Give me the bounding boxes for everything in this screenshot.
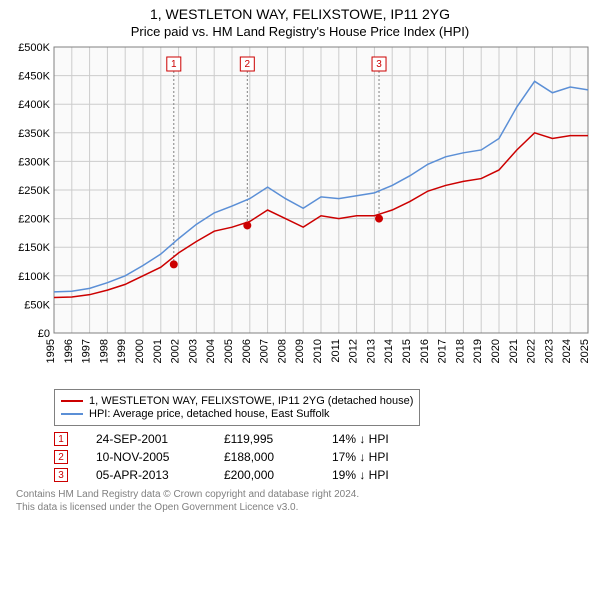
sale-index-box: 2 [54, 450, 68, 464]
chart-container: 1, WESTLETON WAY, FELIXSTOWE, IP11 2YG P… [0, 0, 600, 522]
svg-text:2024: 2024 [561, 339, 573, 363]
svg-text:2021: 2021 [508, 339, 520, 363]
svg-text:1997: 1997 [81, 339, 93, 363]
sale-diff: 17% ↓ HPI [332, 450, 422, 464]
svg-text:1: 1 [171, 59, 177, 70]
svg-text:2011: 2011 [330, 339, 342, 363]
legend-label: 1, WESTLETON WAY, FELIXSTOWE, IP11 2YG (… [89, 395, 413, 407]
legend-swatch [61, 413, 83, 415]
svg-text:£200K: £200K [18, 214, 50, 226]
legend-item: HPI: Average price, detached house, East… [61, 408, 413, 420]
svg-text:2015: 2015 [401, 339, 413, 363]
svg-text:2016: 2016 [419, 339, 431, 363]
chart-plot: £0 £50K £100K £150K £200K £250K £300K £350K £400… [8, 43, 592, 383]
legend-item: 1, WESTLETON WAY, FELIXSTOWE, IP11 2YG (… [61, 395, 413, 407]
svg-text:£100K: £100K [18, 271, 50, 283]
svg-text:£300K: £300K [18, 156, 50, 168]
svg-text:£450K: £450K [18, 71, 50, 83]
svg-text:£250K: £250K [18, 185, 50, 197]
svg-text:3: 3 [376, 59, 382, 70]
svg-text:2007: 2007 [259, 339, 271, 363]
svg-text:2012: 2012 [348, 339, 360, 363]
svg-text:2006: 2006 [241, 339, 253, 363]
svg-text:2004: 2004 [205, 339, 217, 363]
svg-text:£50K: £50K [24, 299, 50, 311]
sale-price: £119,995 [224, 432, 304, 446]
svg-text:£500K: £500K [18, 43, 50, 54]
svg-text:£0: £0 [38, 328, 50, 340]
svg-text:2002: 2002 [170, 339, 182, 363]
footnote-line: This data is licensed under the Open Gov… [16, 501, 592, 514]
svg-text:1999: 1999 [116, 339, 128, 363]
svg-text:2013: 2013 [365, 339, 377, 363]
chart-subtitle: Price paid vs. HM Land Registry's House … [8, 24, 592, 39]
sale-index-box: 1 [54, 432, 68, 446]
svg-text:2023: 2023 [543, 339, 555, 363]
sales-table: 1 24-SEP-2001 £119,995 14% ↓ HPI 2 10-NOV-200… [54, 432, 592, 482]
sale-price: £188,000 [224, 450, 304, 464]
chart-svg: £0 £50K £100K £150K £200K £250K £300K £350K £400… [8, 43, 592, 383]
svg-text:£350K: £350K [18, 128, 50, 140]
svg-text:2008: 2008 [276, 339, 288, 363]
sale-date: 05-APR-2013 [96, 468, 196, 482]
legend-swatch [61, 400, 83, 402]
svg-text:2017: 2017 [437, 339, 449, 363]
svg-text:£400K: £400K [18, 99, 50, 111]
svg-text:1996: 1996 [63, 339, 75, 363]
svg-text:2018: 2018 [454, 339, 466, 363]
svg-text:2025: 2025 [579, 339, 591, 363]
legend-label: HPI: Average price, detached house, East… [89, 408, 330, 420]
svg-text:1998: 1998 [98, 339, 110, 363]
svg-text:£150K: £150K [18, 242, 50, 254]
chart-title: 1, WESTLETON WAY, FELIXSTOWE, IP11 2YG [8, 6, 592, 22]
svg-text:2010: 2010 [312, 339, 324, 363]
sale-date: 24-SEP-2001 [96, 432, 196, 446]
sale-diff: 19% ↓ HPI [332, 468, 422, 482]
svg-text:2019: 2019 [472, 339, 484, 363]
sale-row: 2 10-NOV-2005 £188,000 17% ↓ HPI [54, 450, 592, 464]
sale-row: 1 24-SEP-2001 £119,995 14% ↓ HPI [54, 432, 592, 446]
svg-text:2003: 2003 [187, 339, 199, 363]
svg-text:2014: 2014 [383, 339, 395, 363]
svg-text:2022: 2022 [526, 339, 538, 363]
footnote-line: Contains HM Land Registry data © Crown c… [16, 488, 592, 501]
sale-row: 3 05-APR-2013 £200,000 19% ↓ HPI [54, 468, 592, 482]
sale-diff: 14% ↓ HPI [332, 432, 422, 446]
svg-text:2005: 2005 [223, 339, 235, 363]
sale-index-box: 3 [54, 468, 68, 482]
svg-text:2009: 2009 [294, 339, 306, 363]
sale-date: 10-NOV-2005 [96, 450, 196, 464]
svg-text:2000: 2000 [134, 339, 146, 363]
svg-text:2020: 2020 [490, 339, 502, 363]
svg-text:2: 2 [245, 59, 251, 70]
sale-price: £200,000 [224, 468, 304, 482]
svg-text:1995: 1995 [45, 339, 57, 363]
legend: 1, WESTLETON WAY, FELIXSTOWE, IP11 2YG (… [54, 389, 420, 426]
svg-text:2001: 2001 [152, 339, 164, 363]
footnote: Contains HM Land Registry data © Crown c… [16, 488, 592, 514]
